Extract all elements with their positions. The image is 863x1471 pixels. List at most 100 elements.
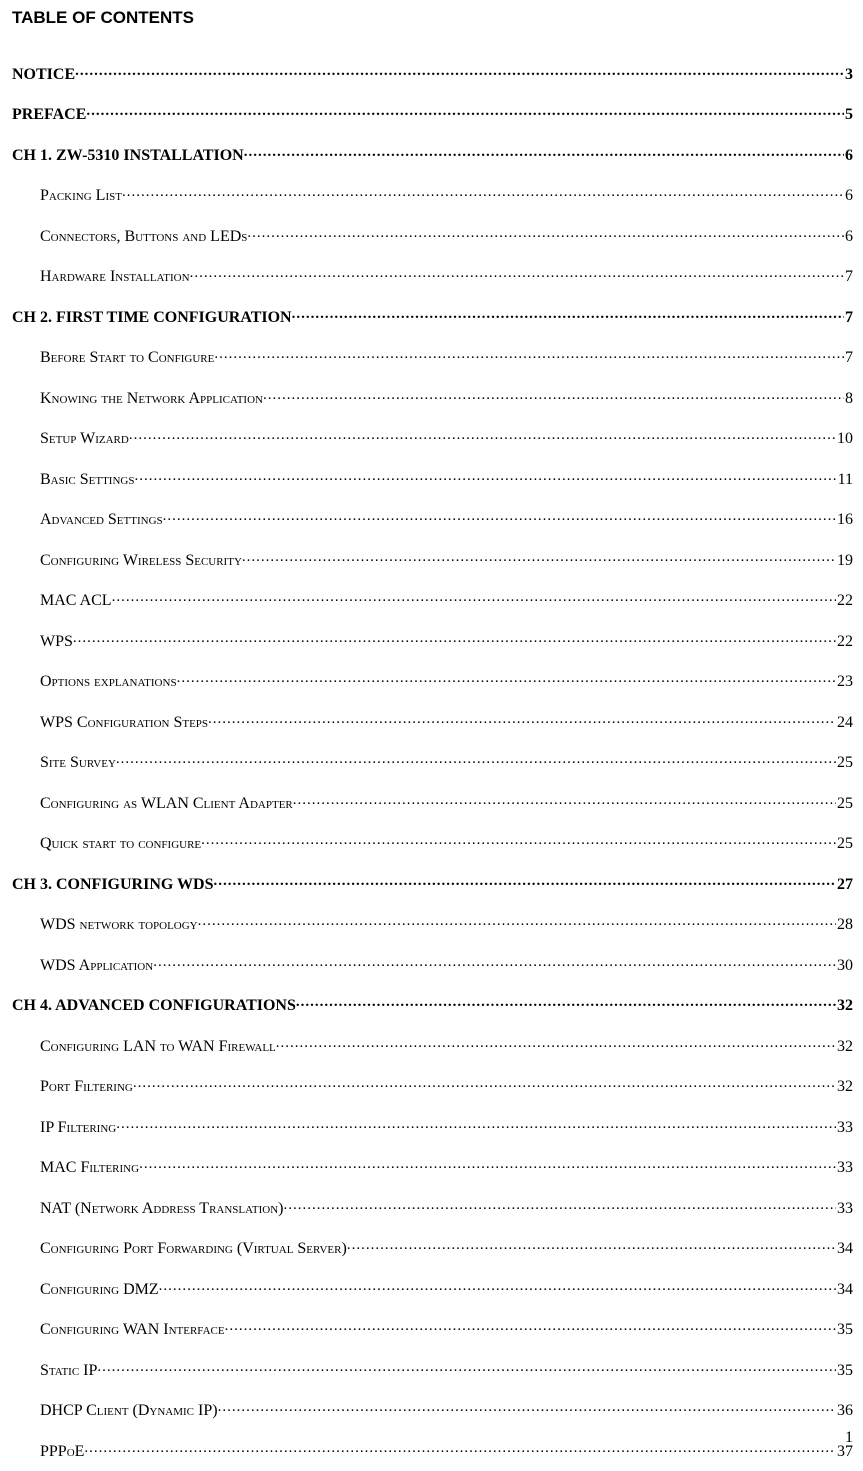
toc-entry-page: 3	[844, 66, 853, 84]
toc-row: Configuring Wireless Security19	[10, 548, 853, 570]
toc-leader-dots	[139, 1156, 836, 1173]
toc-entry-page: 22	[836, 633, 853, 651]
toc-entry-label: MAC ACL	[40, 592, 112, 610]
toc-entry-label: WDS Application	[40, 957, 153, 975]
toc-entry-page: 23	[836, 673, 853, 691]
toc-leader-dots	[177, 670, 836, 687]
toc-row: Options explanations 23	[10, 670, 853, 692]
toc-entry-label: Before Start to Configure	[40, 349, 214, 367]
toc-entry-label: Configuring LAN to WAN Firewall	[40, 1038, 276, 1056]
toc-entry-label: Basic Settings	[40, 471, 134, 489]
toc-row: CH 4. ADVANCED CONFIGURATIONS32	[10, 994, 853, 1016]
toc-entry-label: IP Filtering	[40, 1119, 116, 1137]
toc-entry-label: Port Filtering	[40, 1078, 133, 1096]
toc-leader-dots	[296, 994, 836, 1011]
toc-entry-page: 27	[836, 876, 853, 894]
toc-row: WPS 22	[10, 629, 853, 651]
toc-entry-page: 30	[836, 957, 853, 975]
toc-entry-page: 6	[844, 228, 853, 246]
toc-leader-dots	[292, 305, 844, 322]
toc-entry-label: WPS Configuration Steps	[40, 714, 208, 732]
toc-entry-page: 25	[836, 754, 853, 772]
toc-leader-dots	[276, 1034, 836, 1051]
toc-entry-label: NAT (Network Address Translation)	[40, 1200, 283, 1218]
toc-leader-dots	[122, 184, 844, 201]
toc-entry-label: WPS	[40, 633, 73, 651]
toc-leader-dots	[283, 1196, 836, 1213]
toc-row: CH 2. FIRST TIME CONFIGURATION 7	[10, 305, 853, 327]
toc-entry-label: Quick start to configure	[40, 835, 201, 853]
toc-leader-dots	[84, 1439, 836, 1456]
toc-entry-page: 33	[836, 1159, 853, 1177]
toc-entry-page: 7	[844, 349, 853, 367]
toc-row: NOTICE 3	[10, 62, 853, 84]
toc-entry-label: MAC Filtering	[40, 1159, 139, 1177]
toc-leader-dots	[75, 62, 844, 79]
toc-row: Knowing the Network Application8	[10, 386, 853, 408]
toc-entry-page: 11	[837, 471, 853, 489]
toc-leader-dots	[133, 1075, 836, 1092]
toc-row: Hardware Installation 7	[10, 265, 853, 287]
toc-row: PREFACE5	[10, 103, 853, 125]
toc-entry-label: CH 2. FIRST TIME CONFIGURATION	[12, 309, 292, 327]
toc-leader-dots	[134, 467, 836, 484]
toc-entry-page: 32	[836, 1078, 853, 1096]
toc-entry-label: CH 4. ADVANCED CONFIGURATIONS	[12, 997, 296, 1015]
toc-entry-page: 35	[836, 1362, 853, 1380]
toc-entry-page: 34	[836, 1281, 853, 1299]
toc-row: Static IP 35	[10, 1358, 853, 1380]
toc-entry-label: CH 1. ZW-5310 INSTALLATION	[12, 147, 244, 165]
toc-leader-dots	[263, 386, 844, 403]
toc-leader-dots	[214, 872, 837, 889]
toc-entry-label: Setup Wizard	[40, 430, 129, 448]
toc-row: Advanced Settings 16	[10, 508, 853, 530]
toc-entry-page: 19	[836, 552, 853, 570]
toc-row: NAT (Network Address Translation) 33	[10, 1196, 853, 1218]
toc-entry-label: PPPoE	[40, 1443, 84, 1461]
toc-leader-dots	[244, 143, 844, 160]
toc-leader-dots	[225, 1318, 836, 1335]
toc-row: Basic Settings 11	[10, 467, 853, 489]
toc-entry-label: Options explanations	[40, 673, 177, 691]
toc-entry-page: 25	[836, 835, 853, 853]
toc-entry-label: Connectors, Buttons and LEDs	[40, 228, 247, 246]
toc-entry-label: Configuring WAN Interface	[40, 1321, 225, 1339]
toc-entry-label: Advanced Settings	[40, 511, 163, 529]
toc-entry-page: 22	[836, 592, 853, 610]
toc-entry-label: WDS network topology	[40, 916, 198, 934]
toc-entry-page: 33	[836, 1119, 853, 1137]
toc-entry-page: 16	[836, 511, 853, 529]
toc-leader-dots	[73, 629, 836, 646]
toc-entry-page: 28	[836, 916, 853, 934]
page-number: 1	[845, 1429, 853, 1447]
toc-leader-dots	[208, 710, 836, 727]
toc-entry-label: Static IP	[40, 1362, 97, 1380]
toc-leader-dots	[97, 1358, 836, 1375]
toc-row: WDS network topology 28	[10, 913, 853, 935]
toc-entry-page: 7	[844, 268, 853, 286]
toc-leader-dots	[129, 427, 836, 444]
toc-row: Configuring DMZ34	[10, 1277, 853, 1299]
toc-row: CH 1. ZW-5310 INSTALLATION6	[10, 143, 853, 165]
toc-row: MAC ACL 22	[10, 589, 853, 611]
toc-entry-label: NOTICE	[12, 66, 75, 84]
toc-entry-page: 24	[836, 714, 853, 732]
toc-entry-page: 33	[836, 1200, 853, 1218]
toc-entry-label: Packing List	[40, 187, 122, 205]
toc-row: Quick start to configure 25	[10, 832, 853, 854]
toc-entry-page: 6	[844, 187, 853, 205]
toc-entry-page: 32	[836, 1038, 853, 1056]
toc-entry-page: 35	[836, 1321, 853, 1339]
toc-entry-page: 10	[836, 430, 853, 448]
toc-row: Before Start to Configure 7	[10, 346, 853, 368]
toc-entry-label: PREFACE	[12, 106, 86, 124]
toc-entry-label: Hardware Installation	[40, 268, 190, 286]
toc-entry-label: Configuring as WLAN Client Adapter	[40, 795, 293, 813]
toc-row: MAC Filtering 33	[10, 1156, 853, 1178]
toc-entry-page: 7	[844, 309, 853, 327]
toc-row: Configuring as WLAN Client Adapter25	[10, 791, 853, 813]
toc-leader-dots	[247, 224, 844, 241]
table-of-contents: NOTICE 3 PREFACE5 CH 1. ZW-5310 INSTALLATIO…	[10, 62, 853, 1461]
toc-row: Connectors, Buttons and LEDs 6	[10, 224, 853, 246]
toc-leader-dots	[201, 832, 836, 849]
